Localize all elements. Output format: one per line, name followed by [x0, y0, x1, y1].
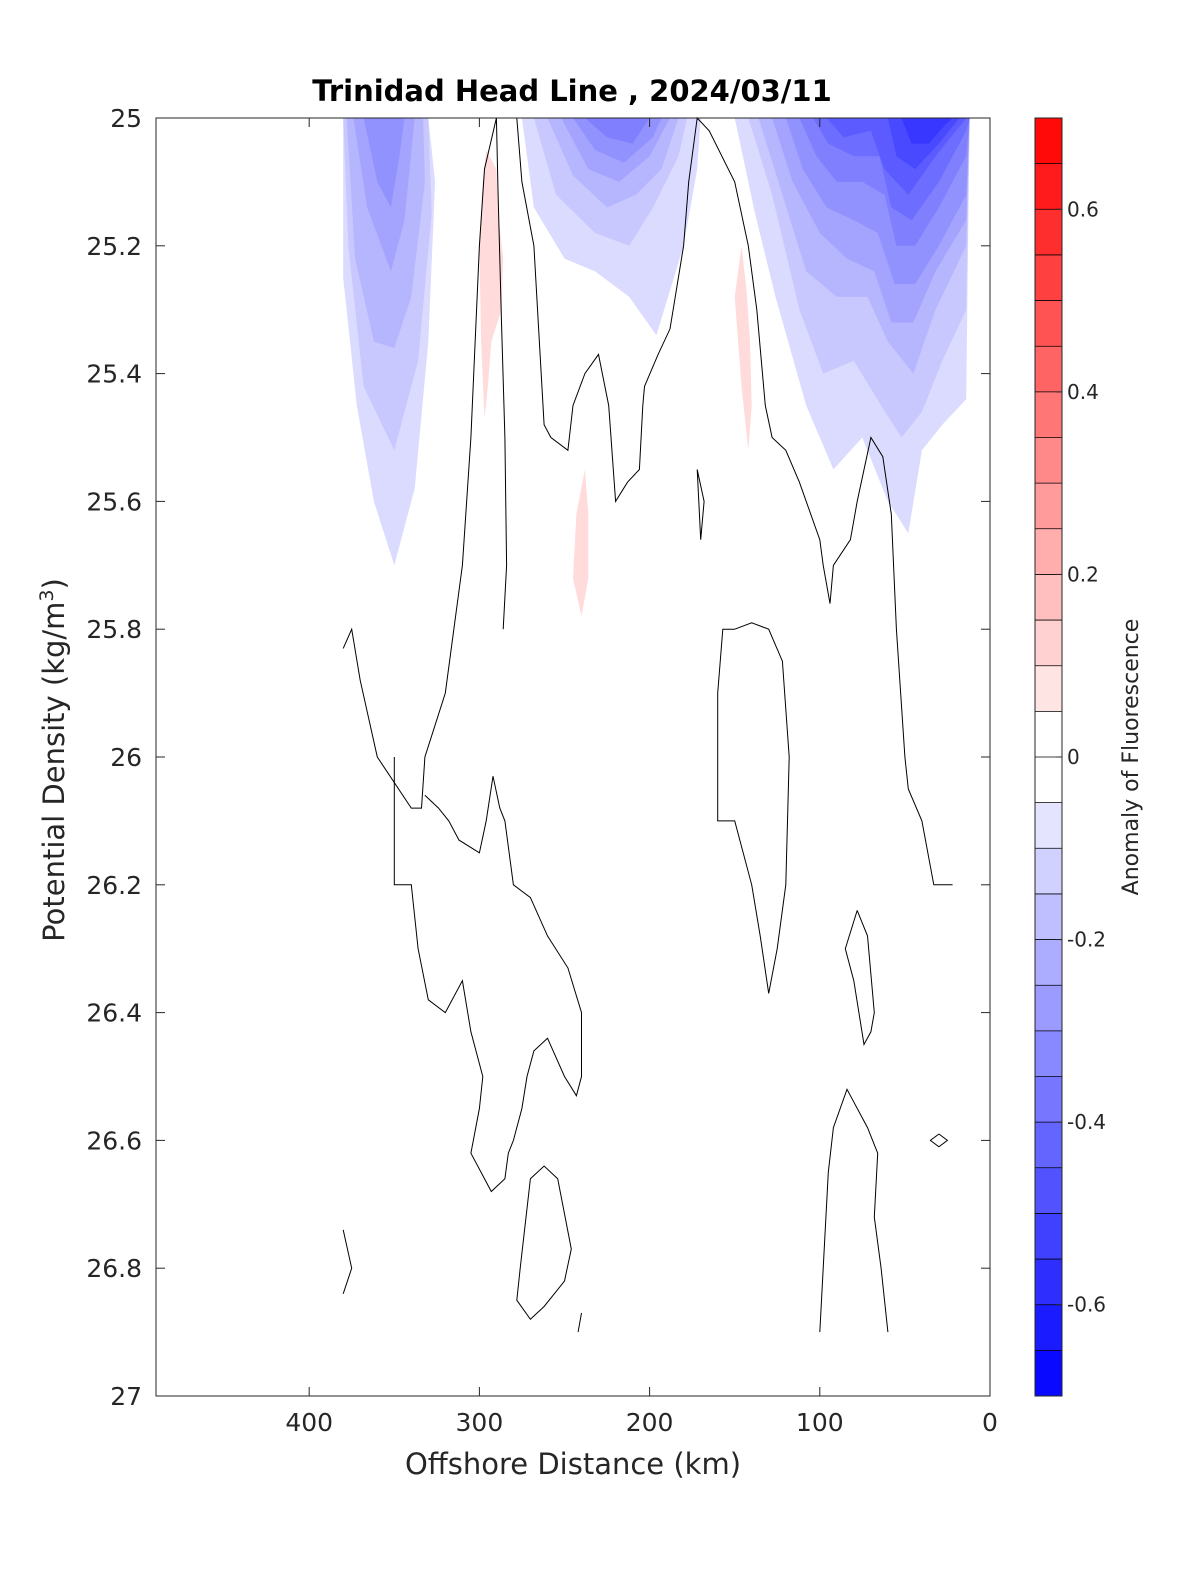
- colorbar-title: Anomaly of Fluorescence: [1119, 619, 1144, 896]
- contour-line-2: [495, 117, 508, 630]
- chart-title: Trinidad Head Line , 2024/03/11: [312, 74, 832, 108]
- colorbar-segment: [1035, 985, 1062, 1031]
- y-tick-label: 27: [110, 1382, 142, 1411]
- y-tick-label: 25.2: [86, 232, 142, 261]
- colorbar-segment: [1035, 1304, 1062, 1351]
- y-tick-label: 26.6: [86, 1126, 142, 1155]
- contour-line-9: [819, 1088, 889, 1333]
- anomaly-region-10: [584, 118, 650, 144]
- x-tick-label: 400: [285, 1408, 333, 1437]
- colorbar-segment: [1035, 1350, 1062, 1396]
- x-tick-label: 100: [796, 1408, 844, 1437]
- colorbar-segment: [1035, 620, 1062, 666]
- y-tick-label: 26.2: [86, 871, 142, 900]
- contour-line-5: [393, 757, 582, 1193]
- colorbar-segment: [1035, 757, 1062, 803]
- colorbar-segment: [1035, 665, 1062, 712]
- contour-line-3: [696, 469, 705, 540]
- zero-contour-lines: [342, 116, 953, 1333]
- contour-line-1: [342, 117, 497, 809]
- contour-line-8: [844, 910, 875, 1047]
- colorbar-segment: [1035, 528, 1062, 575]
- colorbar-tick-label: -0.2: [1067, 928, 1106, 952]
- anomaly-region-23: [573, 469, 589, 617]
- colorbar-segment: [1035, 209, 1062, 255]
- y-tick-label: 26: [110, 743, 142, 772]
- anomaly-region-20: [901, 118, 953, 144]
- y-axis-title-close: ): [37, 578, 71, 589]
- y-tick-label: 25: [110, 104, 142, 133]
- y-axis-title-superscript: 3: [36, 589, 58, 601]
- colorbar-segment: [1035, 939, 1062, 986]
- y-axis-title-main: Potential Density (kg/m: [37, 602, 71, 942]
- colorbar-segment: [1035, 1167, 1062, 1214]
- y-tick-label: 25.8: [86, 615, 142, 644]
- contour-line-7: [577, 1312, 582, 1333]
- x-tick-label: 200: [626, 1408, 674, 1437]
- colorbar-tick-label: -0.4: [1067, 1110, 1106, 1134]
- colorbar-ticks: 0.6 0.4 0.2 0 -0.2 -0.4 -0.6: [1056, 197, 1106, 1317]
- contour-line-6: [516, 1165, 572, 1321]
- x-axis-ticks: 400 300 200 100 0: [285, 118, 998, 1437]
- anomaly-region-21: [479, 150, 504, 419]
- colorbar-segment: [1035, 1030, 1062, 1077]
- anomaly-region-22: [734, 245, 752, 451]
- anomaly-region-4: [363, 118, 405, 208]
- y-axis-ticks: 25 25.2 25.4 25.6 25.8 26 26.2 26.4 26.6 26.8 27: [86, 104, 990, 1411]
- contour-line-4: [717, 622, 790, 994]
- colorbar-segment: [1035, 574, 1062, 621]
- colorbar-tick-label: 0.4: [1067, 380, 1099, 404]
- colorbar-segment: [1035, 802, 1062, 849]
- colorbar-segment: [1035, 300, 1062, 347]
- colorbar-segment: [1035, 346, 1062, 392]
- colorbar-segment: [1035, 1213, 1062, 1260]
- colorbar-segment: [1035, 391, 1062, 438]
- colorbar-segment: [1035, 1259, 1062, 1305]
- colorbar-segment: [1035, 118, 1062, 164]
- colorbar-segment: [1035, 254, 1062, 301]
- contour-line-10: [929, 1133, 949, 1148]
- colorbar-segment: [1035, 483, 1062, 529]
- colorbar-tick-label: 0: [1067, 745, 1080, 769]
- colorbar-frame: [1034, 117, 1063, 1397]
- x-tick-label: 300: [456, 1408, 504, 1437]
- contour-line-0: [516, 116, 953, 886]
- y-tick-label: 25.6: [86, 487, 142, 516]
- colorbar-segment: [1035, 437, 1062, 484]
- colorbar-tick-label: 0.2: [1067, 562, 1099, 586]
- colorbar-segment: [1035, 1122, 1062, 1168]
- y-tick-label: 25.4: [86, 360, 142, 389]
- colorbar-tick-label: -0.6: [1067, 1293, 1106, 1317]
- x-tick-label: 0: [982, 1408, 998, 1437]
- colorbar-segment: [1035, 848, 1062, 894]
- colorbar-segment: [1035, 893, 1062, 940]
- colorbar: [1035, 118, 1062, 1397]
- colorbar-segment: [1035, 163, 1062, 210]
- y-tick-label: 26.8: [86, 1254, 142, 1283]
- contour-line-11: [342, 1229, 353, 1294]
- colorbar-segment: [1035, 711, 1062, 757]
- y-tick-label: 26.4: [86, 999, 142, 1028]
- colorbar-tick-label: 0.6: [1067, 197, 1099, 221]
- filled-anomaly-regions: [343, 118, 970, 617]
- colorbar-segment: [1035, 1076, 1062, 1123]
- x-axis-title: Offshore Distance (km): [405, 1447, 741, 1481]
- y-axis-title: Potential Density (kg/m3): [36, 578, 71, 942]
